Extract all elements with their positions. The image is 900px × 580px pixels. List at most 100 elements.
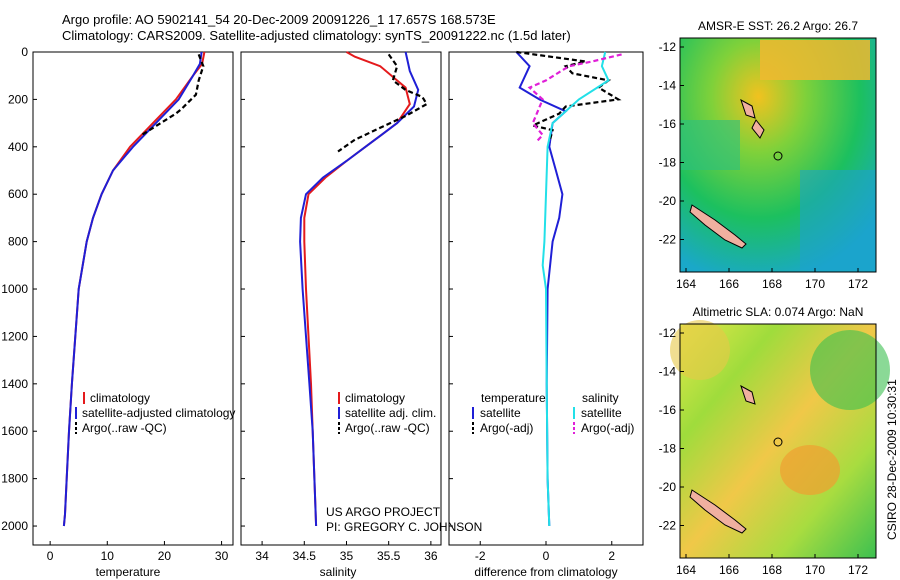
depth-tick-label: 600 xyxy=(8,187,28,201)
series-line-climatology xyxy=(303,51,411,527)
x-tick-label: 35 xyxy=(340,549,354,563)
temperature-legend: climatology satellite-adjusted climatolo… xyxy=(75,391,235,435)
sst-cool-patch xyxy=(800,170,876,270)
lon-tick-label: 164 xyxy=(676,277,696,291)
lat-tick-label: -12 xyxy=(659,40,677,54)
sla-low-patch xyxy=(810,330,890,410)
difference-legend-t2: Argo(-adj) xyxy=(480,421,533,435)
depth-tick-label: 1800 xyxy=(1,472,28,486)
csiro-timestamp: CSIRO 28-Dec-2009 10:30:31 xyxy=(885,379,899,540)
sla-map-frame xyxy=(679,323,877,559)
lat-tick-label: -20 xyxy=(659,194,677,208)
temperature-legend-3: Argo(..raw -QC) xyxy=(82,421,167,435)
vanuatu-island xyxy=(740,98,756,119)
lat-tick-label: -12 xyxy=(659,326,677,340)
x-tick-label: 0 xyxy=(543,549,550,563)
series-layer xyxy=(62,50,622,527)
difference-legend-s1: satellite xyxy=(581,406,622,420)
lon-tick-label: 166 xyxy=(719,277,739,291)
difference-legend-t1: satellite xyxy=(480,406,521,420)
depth-tick-label: 400 xyxy=(8,140,28,154)
depth-tick-label: 1000 xyxy=(1,282,28,296)
series-line-salinity-satellite xyxy=(541,51,610,527)
temperature-legend-1: climatology xyxy=(90,391,150,405)
difference-legend-s2: Argo(-adj) xyxy=(581,421,634,435)
lat-tick-label: -22 xyxy=(659,519,677,533)
project-label: US ARGO PROJECT xyxy=(326,505,441,519)
difference-legend: temperature salinity satellite Argo(-adj… xyxy=(472,391,634,435)
lon-tick-label: 164 xyxy=(676,563,696,577)
lat-tick-label: -16 xyxy=(659,117,677,131)
sla-high-patch xyxy=(780,445,840,495)
series-line-climatology xyxy=(62,51,206,527)
argo-marker xyxy=(773,437,783,447)
temperature-panel-frame xyxy=(32,51,234,546)
sla-map-title: Altimetric SLA: 0.074 Argo: NaN xyxy=(693,305,864,319)
x-tick-label: 20 xyxy=(158,549,172,563)
depth-tick-label: 1200 xyxy=(1,329,28,343)
difference-legend-t-title: temperature xyxy=(481,391,546,405)
lat-tick-label: -14 xyxy=(659,365,677,379)
x-tick-label: 30 xyxy=(215,549,229,563)
depth-tick-label: 1400 xyxy=(1,377,28,391)
header-line2: Climatology: CARS2009. Satellite-adjuste… xyxy=(62,28,571,43)
series-line-satellite-adjusted-climatology xyxy=(62,51,203,527)
depth-tick-label: 1600 xyxy=(1,424,28,438)
temperature-legend-2: satellite-adjusted climatology xyxy=(82,406,235,420)
lat-tick-label: -18 xyxy=(659,442,677,456)
lat-tick-label: -16 xyxy=(659,403,677,417)
lon-tick-label: 170 xyxy=(805,563,825,577)
lat-tick-label: -20 xyxy=(659,480,677,494)
new-caledonia-island xyxy=(689,204,747,249)
x-tick-label: 2 xyxy=(608,549,615,563)
x-tick-label: 34.5 xyxy=(293,549,317,563)
lon-tick-label: 170 xyxy=(805,277,825,291)
sla-map: Altimetric SLA: 0.074 Argo: NaN -12 -14 -1… xyxy=(659,305,890,577)
lon-tick-label: 166 xyxy=(719,563,739,577)
x-tick-label: -2 xyxy=(475,549,486,563)
sst-lat-axis: -12 -14 -16 -18 -20 -22 xyxy=(659,40,684,247)
depth-tick-label: 800 xyxy=(8,235,28,249)
x-tick-label: 34 xyxy=(255,549,269,563)
sla-high-patch xyxy=(670,320,730,380)
series-line-salinity-argo-adj xyxy=(527,53,622,143)
salinity-xlabel: salinity xyxy=(320,565,357,579)
new-caledonia-island xyxy=(689,489,747,534)
x-tick-label: 0 xyxy=(47,549,54,563)
lon-tick-label: 172 xyxy=(848,277,868,291)
pi-label: PI: GREGORY C. JOHNSON xyxy=(326,520,482,534)
sla-lon-axis: 164 166 168 170 172 xyxy=(676,554,868,577)
salinity-legend-2: satellite adj. clim. xyxy=(345,406,436,420)
header-line1: Argo profile: AO 5902141_54 20-Dec-2009 … xyxy=(62,12,496,27)
series-line-argo-raw-qc xyxy=(141,54,205,136)
argo-marker xyxy=(773,151,783,161)
sst-map-title: AMSR-E SST: 26.2 Argo: 26.7 xyxy=(698,19,858,33)
lon-tick-label: 168 xyxy=(762,563,782,577)
salinity-legend-3: Argo(..raw -QC) xyxy=(345,421,430,435)
lat-tick-label: -18 xyxy=(659,156,677,170)
vanuatu-island xyxy=(751,119,765,139)
lon-tick-label: 172 xyxy=(848,563,868,577)
x-tick-label: 10 xyxy=(101,549,115,563)
salinity-legend: climatology satellite adj. clim. Argo(..… xyxy=(338,391,436,435)
x-tick-label: 36 xyxy=(424,549,438,563)
sst-warm-patch xyxy=(760,40,870,80)
difference-legend-s-title: salinity xyxy=(582,391,619,405)
vanuatu-island xyxy=(740,384,756,405)
series-line-satellite-adj-clim xyxy=(299,51,420,527)
depth-tick-label: 2000 xyxy=(1,519,28,533)
sst-map-frame xyxy=(679,37,877,273)
sst-lon-axis: 164 166 168 170 172 xyxy=(676,268,868,291)
lat-tick-label: -22 xyxy=(659,233,677,247)
temperature-xlabel: temperature xyxy=(96,565,161,579)
series-line-argo-raw-qc xyxy=(337,53,429,153)
difference-xlabel: difference from climatology xyxy=(474,565,617,579)
lon-tick-label: 168 xyxy=(762,277,782,291)
sst-cool-patch xyxy=(680,120,740,170)
depth-axis: 0 200 400 600 800 1000 1200 1400 1600 1800 2000 xyxy=(1,45,453,533)
x-axes: 0 10 20 30 34 34.5 35 35.5 36 -2 0 2 xyxy=(47,541,615,563)
series-line-temperature-satellite xyxy=(515,51,568,527)
salinity-panel-frame xyxy=(240,51,442,546)
depth-tick-label: 200 xyxy=(8,92,28,106)
